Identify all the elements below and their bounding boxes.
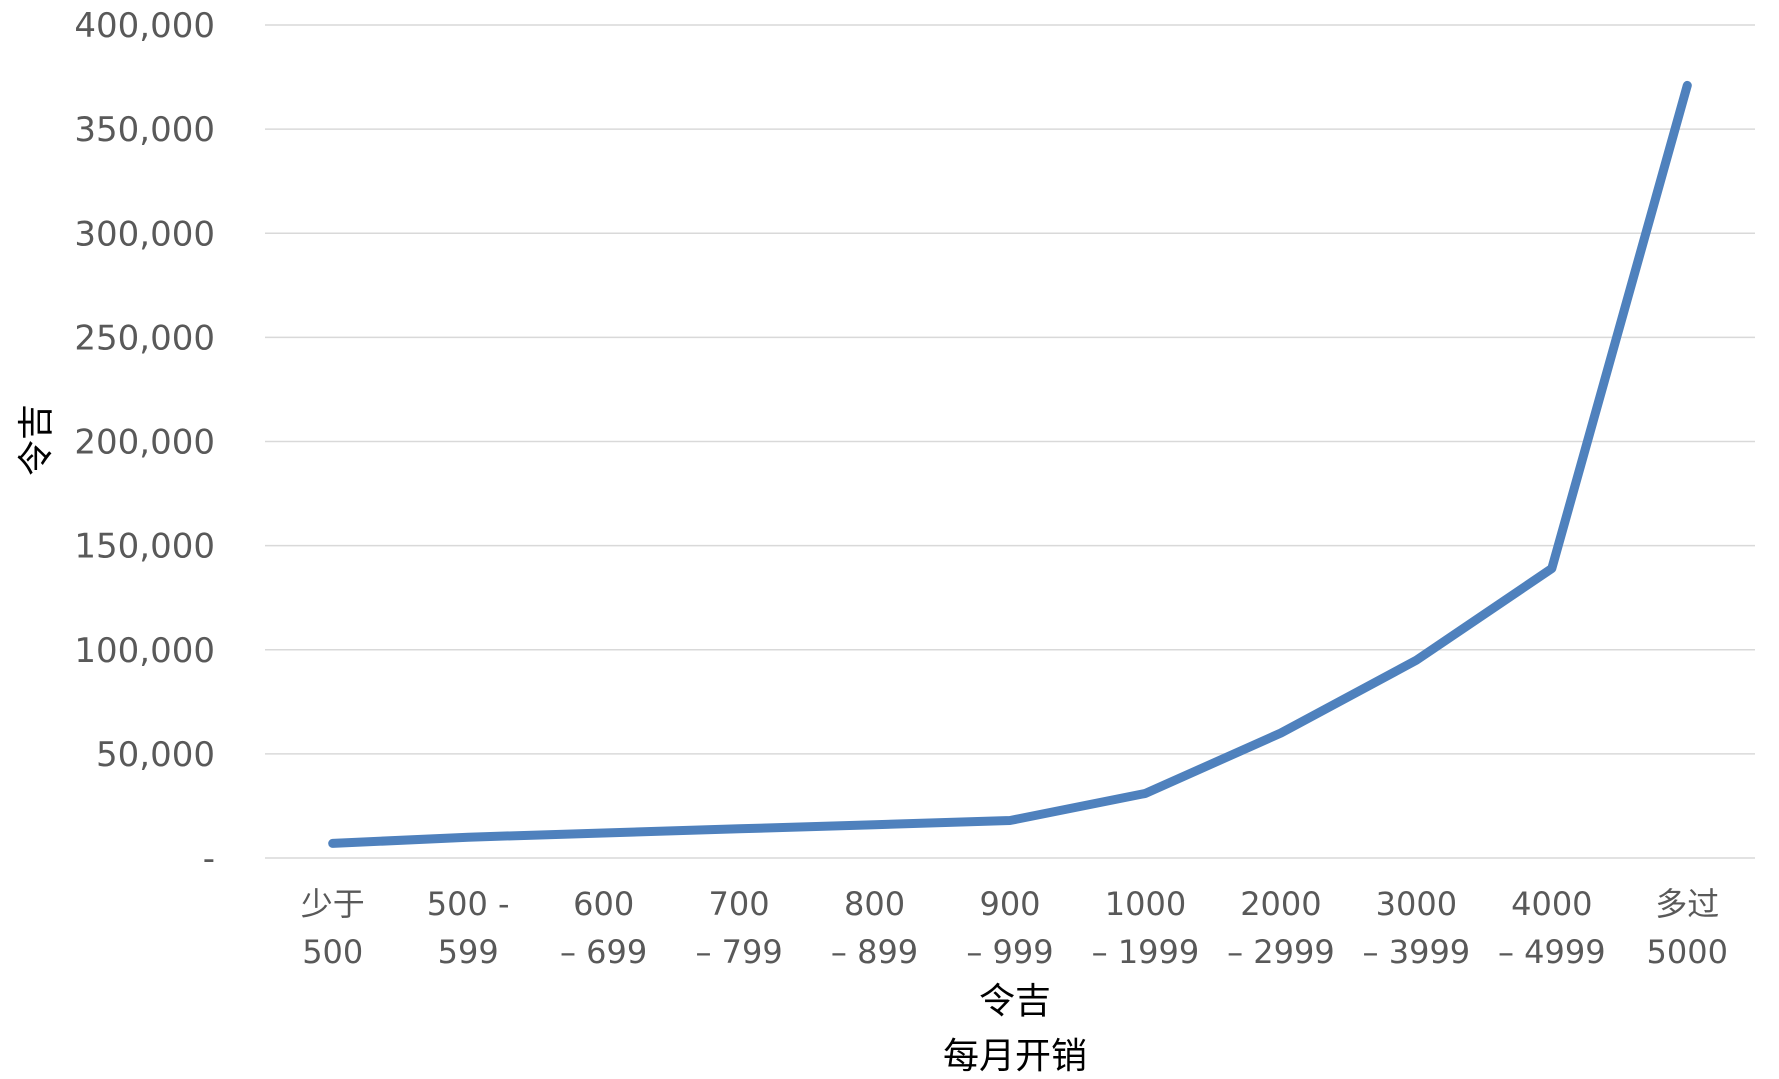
x-tick-label: – 899 <box>831 933 918 971</box>
y-tick-label: 400,000 <box>74 6 215 46</box>
y-tick-label: 200,000 <box>74 423 215 463</box>
y-axis-title: 令吉 <box>16 404 57 476</box>
x-tick-labels: 少于 500 500 - 599 600 – 699 700 – 799 800 – 899 900… <box>301 885 1728 971</box>
x-tick-label: – 4999 <box>1498 933 1606 971</box>
x-tick-label: 900 <box>979 885 1040 923</box>
x-tick-label: 3000 <box>1376 885 1457 923</box>
x-tick-label: – 699 <box>560 933 647 971</box>
x-tick-label: 599 <box>438 933 499 971</box>
gridlines <box>265 24 1755 859</box>
x-tick-label: – 3999 <box>1363 933 1471 971</box>
x-tick-label: 2000 <box>1240 885 1321 923</box>
x-tick-label: 500 <box>302 933 363 971</box>
x-tick-label: – 799 <box>695 933 782 971</box>
y-tick-label: 250,000 <box>74 318 215 358</box>
x-tick-label: 700 <box>709 885 770 923</box>
x-tick-label: 5000 <box>1647 933 1728 971</box>
series-line <box>328 80 1692 848</box>
x-tick-label: 少于 <box>301 885 365 923</box>
y-tick-label: 100,000 <box>74 631 215 671</box>
y-tick-label: 350,000 <box>74 110 215 150</box>
x-tick-label: – 999 <box>966 933 1053 971</box>
y-tick-label: - <box>203 839 215 879</box>
y-tick-label: 150,000 <box>74 527 215 567</box>
x-tick-label: 600 <box>573 885 634 923</box>
y-tick-label: 50,000 <box>96 735 215 775</box>
x-axis-subtitle: 每月开销 <box>943 1036 1087 1077</box>
x-tick-label: 1000 <box>1105 885 1186 923</box>
x-tick-label: – 1999 <box>1092 933 1200 971</box>
y-tick-label: 300,000 <box>74 214 215 254</box>
x-tick-label: 多过 <box>1655 885 1719 923</box>
x-axis-title: 令吉 <box>979 981 1051 1022</box>
x-tick-label: 500 - <box>427 885 510 923</box>
x-tick-label: 4000 <box>1511 885 1592 923</box>
y-tick-labels: - 50,000 100,000 150,000 200,000 250,000 300,0… <box>74 6 215 879</box>
x-tick-label: 800 <box>844 885 905 923</box>
series-group <box>328 80 1692 848</box>
x-tick-label: – 2999 <box>1227 933 1335 971</box>
